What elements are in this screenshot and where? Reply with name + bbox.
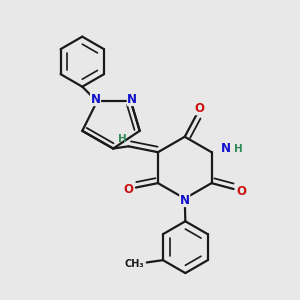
Text: CH₃: CH₃ — [124, 259, 144, 269]
Text: N: N — [127, 93, 137, 106]
Text: N: N — [91, 93, 100, 106]
Text: O: O — [124, 182, 134, 196]
Text: H: H — [234, 144, 242, 154]
Text: N: N — [221, 142, 231, 155]
Text: N: N — [180, 194, 190, 207]
Text: H: H — [118, 134, 126, 144]
Text: O: O — [194, 102, 204, 115]
Text: O: O — [236, 185, 246, 198]
